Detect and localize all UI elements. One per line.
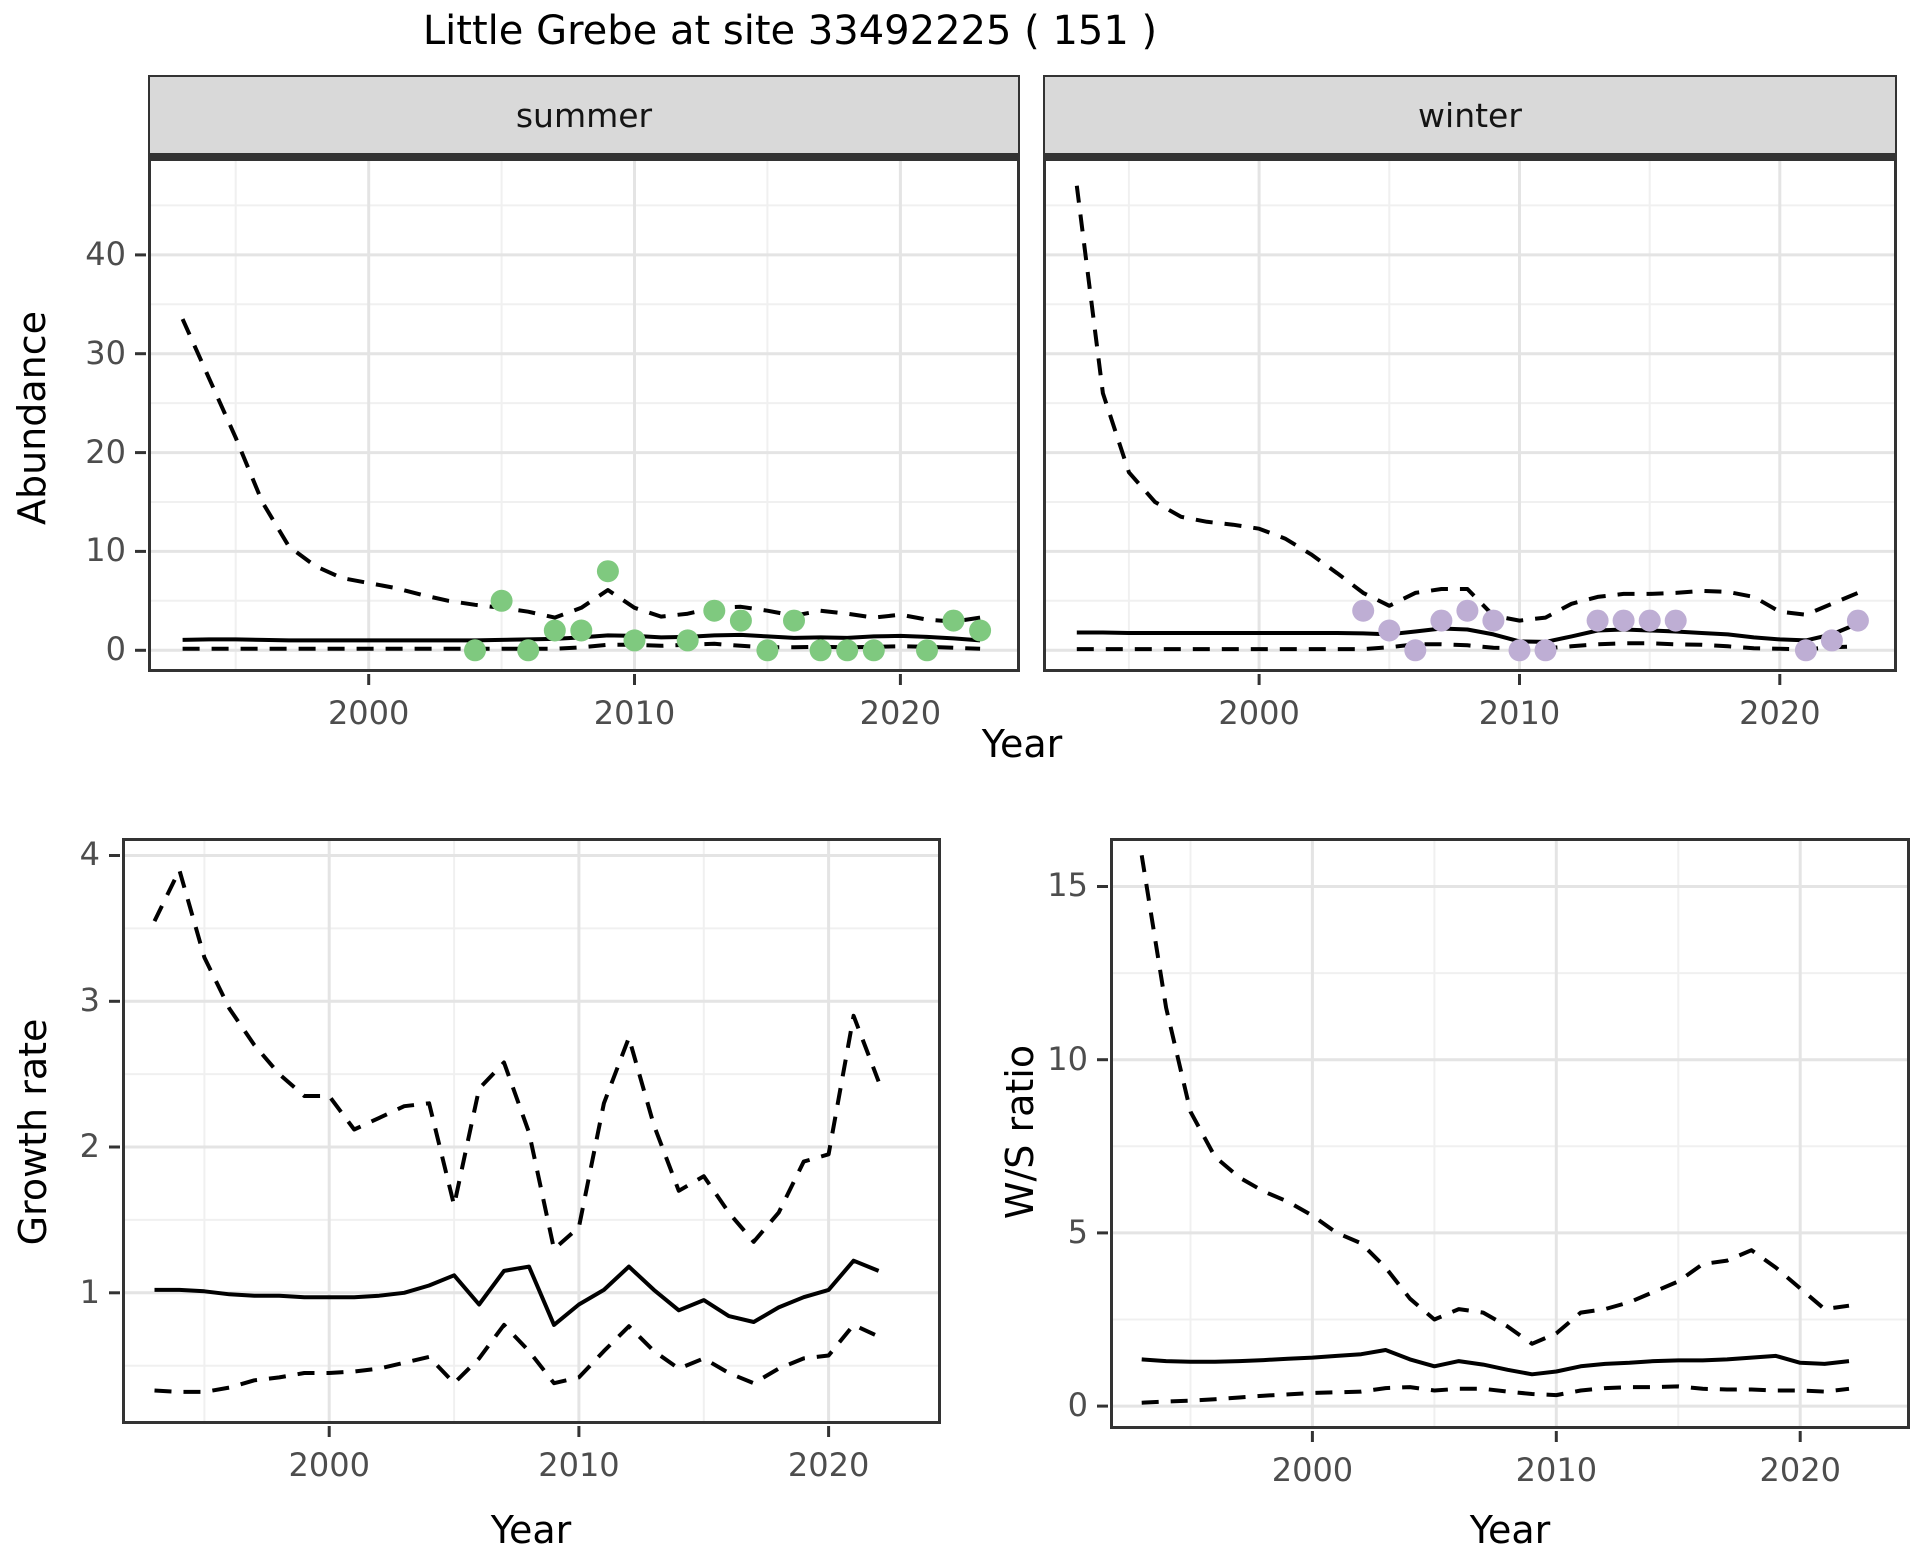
summer_counts-point — [676, 629, 699, 652]
winter_counts-point — [1638, 609, 1661, 632]
facet-strip-summer: summer — [148, 75, 1020, 158]
summer_counts-point — [517, 639, 540, 662]
top-x-axis-label: Year — [981, 722, 1063, 766]
facet-strip-summer-label: summer — [515, 95, 653, 135]
winter_counts-point — [1534, 639, 1557, 662]
summer_counts-point — [836, 639, 859, 662]
growth_rate-upper_ci-line — [152, 868, 881, 1252]
summer_counts-point — [543, 619, 566, 642]
abundance_summer-xtick-2010: 2010 — [593, 694, 676, 732]
winter_counts-point — [1482, 609, 1505, 632]
winter_counts-point — [1352, 599, 1375, 622]
facet-strip-winter-label: winter — [1418, 95, 1522, 135]
summer_counts-point — [490, 589, 513, 612]
ws_ratio-ytick-0: 0 — [1067, 1386, 1088, 1425]
abundance_summer-ytick-30: 30 — [85, 333, 126, 372]
summer_counts-point — [464, 639, 486, 662]
winter_counts-point — [1430, 609, 1453, 632]
growth_rate-xtick-2000: 2000 — [288, 1446, 370, 1484]
summer_counts-point — [942, 609, 965, 632]
winter_counts-point — [1586, 609, 1609, 632]
abundance_winter-xtick-2000: 2000 — [1218, 694, 1300, 732]
winter_counts-point — [1664, 609, 1687, 632]
winter_counts-point — [1456, 599, 1479, 622]
abundance_winter-xtick-2020: 2020 — [1739, 694, 1821, 732]
ws_ratio-ytick-15: 15 — [1047, 866, 1088, 905]
abundance_winter-panel — [1043, 158, 1897, 685]
ws_ratio-xtick-2020: 2020 — [1759, 1451, 1841, 1489]
winter_counts-point — [1508, 639, 1531, 662]
growth_rate-xtick-2020: 2020 — [787, 1446, 870, 1484]
abundance_winter-upper_ci-line — [1074, 185, 1859, 623]
abundance_summer-upper_ci-line — [180, 318, 981, 624]
summer_counts-point — [570, 619, 593, 642]
winter_counts-point — [1794, 639, 1817, 662]
abundance_summer-ytick-20: 20 — [85, 432, 126, 471]
abundance_winter-xtick-2010: 2010 — [1478, 694, 1561, 732]
growth_rate-ytick-4: 4 — [79, 835, 100, 874]
winter_counts-point — [1820, 629, 1843, 652]
abundance_winter-lower_ci-line — [1076, 641, 1858, 652]
facet-strip-winter: winter — [1043, 75, 1897, 158]
winter_counts-point — [1378, 619, 1401, 642]
growth_rate-ytick-1: 1 — [79, 1272, 100, 1311]
abundance_summer-panel — [135, 158, 1020, 685]
ws_ratio-ytick-5: 5 — [1067, 1212, 1088, 1251]
ws_ratio-median-line — [1141, 1348, 1850, 1377]
summer_counts-point — [623, 629, 646, 652]
summer_counts-point — [916, 639, 938, 662]
growth-rate-x-axis-label: Year — [490, 1508, 572, 1552]
summer_counts-point — [783, 609, 805, 632]
growth_rate-ytick-2: 2 — [79, 1127, 100, 1166]
summer_counts-point — [809, 639, 832, 662]
summer_counts-point — [969, 619, 992, 642]
growth_rate-panel — [109, 838, 941, 1437]
ws_ratio-lower_ci-line — [1141, 1384, 1850, 1405]
growth_rate-median-line — [154, 1258, 880, 1327]
summer_counts-point — [729, 609, 752, 632]
abundance_summer-ytick-0: 0 — [105, 630, 126, 669]
abundance_summer-xtick-2020: 2020 — [859, 694, 942, 732]
abundance_summer-ytick-10: 10 — [85, 531, 126, 570]
winter_counts-point — [1404, 639, 1427, 662]
summer_counts-point — [756, 639, 779, 662]
growth_rate-ytick-3: 3 — [79, 981, 100, 1020]
abundance_summer-ytick-40: 40 — [85, 234, 126, 273]
winter_counts-point — [1612, 609, 1635, 632]
ws_ratio-panel — [1097, 838, 1910, 1442]
abundance_summer-lower_ci-line — [182, 641, 981, 651]
ws_ratio-upper_ci-line — [1139, 854, 1850, 1346]
page-title: Little Grebe at site 33492225 ( 151 ) — [422, 8, 1158, 54]
summer_counts-point — [862, 639, 885, 662]
summer_counts-point — [596, 560, 619, 583]
summer_counts-point — [703, 599, 726, 622]
ws_ratio-ytick-10: 10 — [1047, 1039, 1088, 1078]
ws-ratio-x-axis-label: Year — [1469, 1508, 1551, 1552]
growth_rate-lower_ci-line — [154, 1322, 880, 1394]
abundance_summer-xtick-2000: 2000 — [327, 694, 410, 732]
ws_ratio-xtick-2000: 2000 — [1271, 1451, 1354, 1489]
growth_rate-xtick-2010: 2010 — [538, 1446, 620, 1484]
abundance_winter-median-line — [1076, 621, 1859, 644]
ws_ratio-xtick-2010: 2010 — [1515, 1451, 1598, 1489]
winter_counts-point — [1846, 609, 1869, 632]
